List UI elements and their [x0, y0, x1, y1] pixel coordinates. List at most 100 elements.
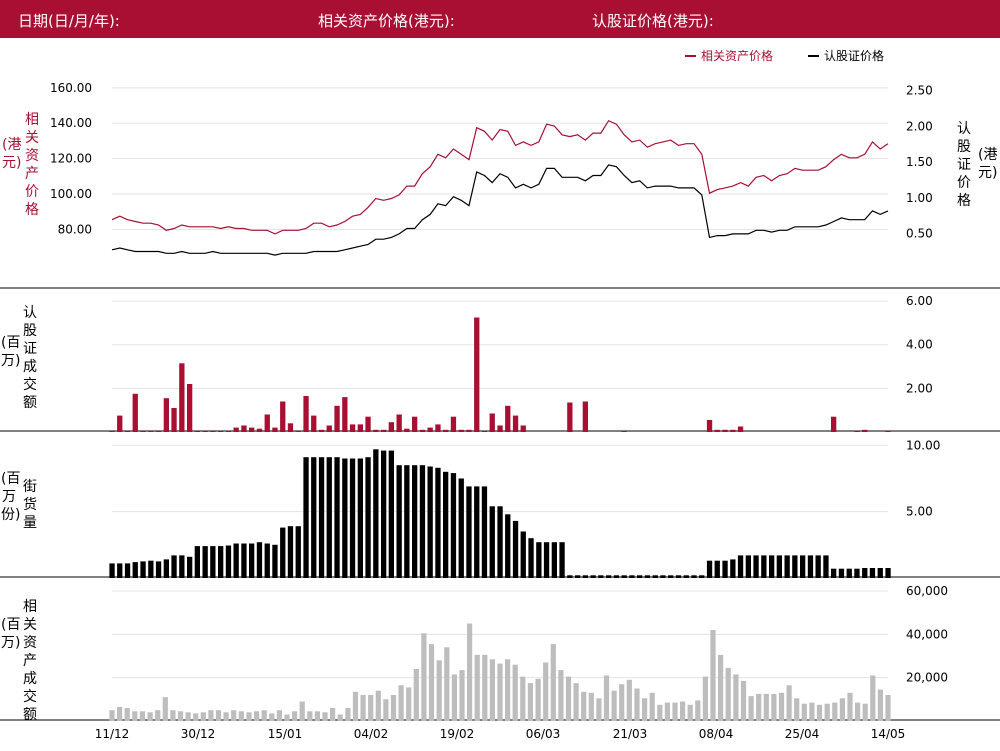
warrant-turnover-bar — [396, 414, 402, 432]
outstanding-bar — [179, 555, 185, 578]
outstanding-bar — [869, 568, 876, 578]
warrant-turnover-bar — [241, 425, 247, 432]
warrant-turnover-bar — [194, 430, 200, 432]
warrant-turnover-bar — [373, 429, 379, 432]
warrant-price-line — [111, 164, 889, 256]
outstanding-axis-label: 街货量 — [23, 479, 37, 531]
outstanding-bar — [761, 555, 767, 578]
outstanding-bar — [163, 559, 169, 578]
left-tick-label: 120.00 — [50, 152, 92, 166]
warrant-turnover-bar — [148, 430, 154, 432]
asset-turnover-bar — [847, 692, 853, 721]
outstanding-bar — [349, 458, 356, 578]
x-tick-label: 11/12 — [95, 727, 130, 741]
asset-turnover-bar — [170, 710, 176, 721]
asset-turnover-bar — [193, 713, 199, 721]
x-tick-label: 15/01 — [268, 727, 303, 741]
outstanding-bar — [280, 527, 286, 578]
outstanding-bar — [225, 545, 232, 578]
warrant-turnover-bar — [357, 424, 363, 432]
asset-price-line — [111, 119, 889, 235]
outstanding-bar — [233, 543, 239, 578]
asset-turnover-bar — [444, 647, 450, 721]
outstanding-bar — [699, 575, 705, 578]
outstanding-bar — [512, 520, 519, 578]
asset-turnover-bar — [276, 710, 282, 721]
outstanding-bar — [303, 457, 309, 578]
warrant-turnover-bar — [171, 408, 177, 432]
warrant-turnover-bar — [481, 430, 488, 432]
warrant-turnover-bar — [280, 401, 286, 432]
asset-turnover-bar — [482, 654, 488, 721]
outstanding-bar — [885, 568, 891, 578]
outstanding-bar — [326, 457, 332, 578]
asset-turnover-bar — [162, 697, 168, 721]
warrant-turnover-bar — [210, 430, 216, 432]
warrant-turnover-bar — [885, 430, 891, 432]
outstanding-tick-label: 10.00 — [906, 438, 940, 452]
asset-turnover-bar — [398, 685, 404, 722]
asset-turnover-bar — [870, 675, 876, 721]
asset-turnover-bar — [421, 633, 427, 722]
warrant-turnover-bar — [706, 420, 713, 432]
outstanding-bar — [419, 465, 426, 578]
outstanding-bar — [489, 506, 495, 578]
asset-turnover-bar — [543, 662, 549, 721]
warrant-turnover-bar — [264, 414, 270, 432]
right-tick-label: 1.50 — [906, 155, 933, 169]
asset-turnover-bar — [215, 710, 222, 721]
asset-turnover-bar — [467, 623, 473, 721]
left-tick-label: 100.00 — [50, 187, 92, 201]
warrant-turnover-bar — [435, 424, 441, 432]
outstanding-bar — [373, 449, 379, 578]
asset-turnover-bar — [124, 708, 130, 721]
warrant-turnover-bar — [124, 430, 131, 432]
asset-turnover-bar — [573, 683, 579, 721]
asset-turnover-tick-label: 20,000 — [906, 671, 948, 685]
warrant-turnover-bar — [249, 427, 255, 432]
asset-turnover-bar — [611, 690, 617, 721]
warrant-turnover-bar — [272, 427, 278, 432]
warrant-turnover-bar — [318, 429, 325, 432]
asset-turnover-bar — [855, 702, 861, 721]
warrant-turnover-bar — [722, 429, 728, 432]
left-tick-label: 160.00 — [50, 81, 92, 95]
outstanding-bar — [559, 542, 565, 578]
asset-turnover-bar — [132, 711, 138, 722]
warrant-turnover-bar — [256, 428, 263, 432]
asset-turnover-bar — [695, 700, 701, 721]
asset-turnover-bar — [763, 693, 769, 721]
x-tick-label: 21/03 — [613, 727, 648, 741]
asset-turnover-bar — [314, 711, 320, 722]
outstanding-bar — [575, 575, 581, 578]
left-tick-label: 80.00 — [58, 222, 92, 236]
asset-turnover-bar — [139, 711, 145, 722]
outstanding-bar — [644, 575, 651, 578]
asset-turnover-bar — [588, 692, 594, 721]
outstanding-bar — [155, 561, 162, 578]
asset-turnover-bar — [436, 660, 442, 721]
outstanding-bar — [474, 486, 480, 578]
x-tick-label: 19/02 — [440, 727, 475, 741]
outstanding-bar — [295, 526, 301, 578]
outstanding-bar — [590, 575, 596, 578]
outstanding-bar — [365, 457, 371, 578]
warrant-turnover-bar — [512, 415, 519, 432]
outstanding-bar — [357, 458, 363, 578]
asset-turnover-bar — [862, 703, 868, 721]
asset-turnover-bar — [778, 692, 785, 721]
warrant-turnover-bar — [505, 405, 511, 432]
asset-turnover-bar — [816, 704, 823, 722]
asset-turnover-bar — [558, 670, 564, 721]
warrant-turnover-bar — [179, 363, 185, 432]
outstanding-bar — [443, 471, 449, 578]
outstanding-bar — [388, 450, 394, 578]
warrant-turnover-bar — [287, 423, 294, 432]
asset-turnover-tick-label: 60,000 — [906, 584, 948, 598]
outstanding-bar — [823, 555, 829, 578]
warrant-turnover-bar — [326, 425, 332, 432]
asset-turnover-bar — [292, 711, 298, 722]
outstanding-bar — [691, 575, 697, 578]
outstanding-bar — [109, 563, 115, 578]
outstanding-bar — [520, 531, 526, 578]
